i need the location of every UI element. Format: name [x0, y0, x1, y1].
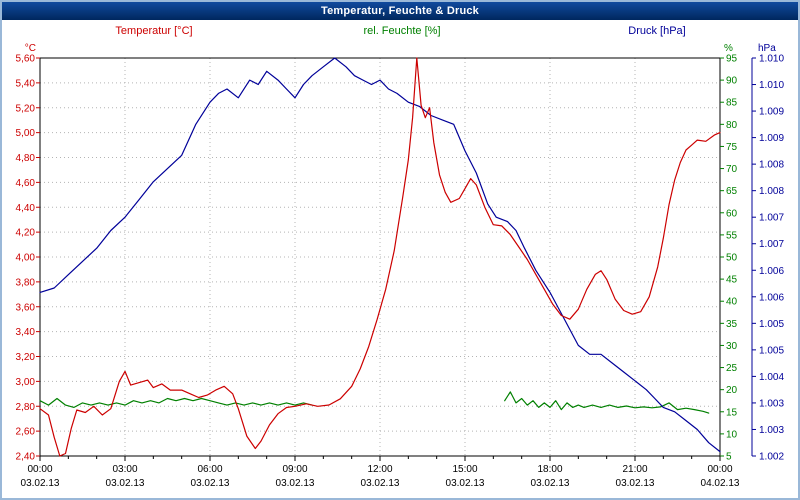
- x-tick-time: 18:00: [537, 464, 562, 475]
- svg-text:55: 55: [726, 230, 738, 241]
- svg-text:20: 20: [726, 385, 738, 396]
- svg-text:35: 35: [726, 319, 738, 330]
- humidity-line: [39, 391, 710, 414]
- svg-text:75: 75: [726, 142, 738, 153]
- svg-text:1.004: 1.004: [759, 372, 784, 383]
- svg-text:45: 45: [726, 275, 738, 286]
- svg-text:5,00: 5,00: [16, 128, 36, 139]
- svg-text:25: 25: [726, 363, 738, 374]
- temperature-line: [39, 57, 721, 457]
- x-tick-date: 03.02.13: [361, 478, 400, 489]
- svg-text:2,60: 2,60: [16, 427, 36, 438]
- temperature-axis: 5,60 5,40 5,20 5,00 4,80 4,60 4,40 4,20 4,00 3,80…: [16, 54, 40, 463]
- svg-text:3,20: 3,20: [16, 352, 36, 363]
- svg-text:5,20: 5,20: [16, 103, 36, 114]
- title-bar: Temperatur, Feuchte & Druck: [2, 2, 798, 20]
- x-tick-time: 15:00: [452, 464, 477, 475]
- svg-text:4,00: 4,00: [16, 253, 36, 264]
- x-tick-time: 09:00: [282, 464, 307, 475]
- legend-pressure: Druck [hPa]: [628, 25, 685, 37]
- svg-text:1.007: 1.007: [759, 213, 784, 224]
- svg-text:4,20: 4,20: [16, 228, 36, 239]
- svg-text:2,80: 2,80: [16, 402, 36, 413]
- svg-text:3,80: 3,80: [16, 277, 36, 288]
- svg-text:3,60: 3,60: [16, 302, 36, 313]
- x-tick-time: 00:00: [27, 464, 52, 475]
- svg-text:1.003: 1.003: [759, 425, 784, 436]
- legend: Temperatur [°C] rel. Feuchte [%] Druck [hP…: [25, 25, 776, 54]
- temperature-unit-label: °C: [25, 43, 36, 54]
- svg-text:40: 40: [726, 297, 738, 308]
- svg-text:3,00: 3,00: [16, 377, 36, 388]
- svg-text:1.002: 1.002: [759, 452, 784, 463]
- svg-text:65: 65: [726, 186, 738, 197]
- svg-text:95: 95: [726, 54, 738, 65]
- x-tick-time: 06:00: [197, 464, 222, 475]
- svg-text:1.005: 1.005: [759, 345, 784, 356]
- svg-text:30: 30: [726, 341, 738, 352]
- svg-text:5: 5: [726, 452, 732, 463]
- pressure-unit-label: hPa: [758, 43, 776, 54]
- svg-text:90: 90: [726, 76, 738, 87]
- x-tick-date: 03.02.13: [531, 478, 570, 489]
- svg-text:1.006: 1.006: [759, 292, 784, 303]
- svg-text:5,40: 5,40: [16, 78, 36, 89]
- svg-text:2,40: 2,40: [16, 452, 36, 463]
- svg-text:1.010: 1.010: [759, 54, 784, 65]
- x-tick-date: 03.02.13: [191, 478, 230, 489]
- svg-text:1.008: 1.008: [759, 160, 784, 171]
- svg-text:1.003: 1.003: [759, 398, 784, 409]
- svg-text:4,60: 4,60: [16, 178, 36, 189]
- svg-text:10: 10: [726, 429, 738, 440]
- svg-text:1.009: 1.009: [759, 107, 784, 118]
- chart-canvas: Temperatur [°C] rel. Feuchte [%] Druck [hP…: [16, 25, 785, 489]
- svg-text:85: 85: [726, 98, 738, 109]
- svg-text:4,80: 4,80: [16, 153, 36, 164]
- svg-text:70: 70: [726, 164, 738, 175]
- x-tick-date: 03.02.13: [21, 478, 60, 489]
- svg-text:1.008: 1.008: [759, 186, 784, 197]
- svg-text:50: 50: [726, 253, 738, 264]
- x-tick-date: 03.02.13: [446, 478, 485, 489]
- x-tick-time: 21:00: [622, 464, 647, 475]
- legend-humidity: rel. Feuchte [%]: [363, 25, 440, 37]
- x-tick-date: 03.02.13: [106, 478, 145, 489]
- svg-text:1.006: 1.006: [759, 266, 784, 277]
- svg-text:1.010: 1.010: [759, 80, 784, 91]
- svg-text:4,40: 4,40: [16, 203, 36, 214]
- svg-text:60: 60: [726, 208, 738, 219]
- grid: [40, 58, 720, 456]
- svg-text:5,60: 5,60: [16, 54, 36, 65]
- svg-text:80: 80: [726, 120, 738, 131]
- svg-text:15: 15: [726, 407, 738, 418]
- humidity-axis: 95 90 85 80 75 70 65 60 55 50 45 40 35 30 25 20 15 10 5: [720, 54, 738, 463]
- series: [39, 57, 721, 457]
- svg-text:3,40: 3,40: [16, 327, 36, 338]
- x-tick-time: 12:00: [367, 464, 392, 475]
- svg-text:1.007: 1.007: [759, 239, 784, 250]
- legend-temperature: Temperatur [°C]: [115, 25, 192, 37]
- svg-text:1.009: 1.009: [759, 133, 784, 144]
- x-tick-date: 03.02.13: [616, 478, 655, 489]
- window-title: Temperatur, Feuchte & Druck: [320, 5, 479, 17]
- x-tick-time: 00:00: [707, 464, 732, 475]
- svg-text:1.005: 1.005: [759, 319, 784, 330]
- x-tick-date: 04.02.13: [701, 478, 740, 489]
- pressure-axis: 1.010 1.010 1.009 1.009 1.008 1.008 1.007 1.007…: [751, 54, 784, 463]
- x-tick-date: 03.02.13: [276, 478, 315, 489]
- x-tick-time: 03:00: [112, 464, 137, 475]
- pressure-line: [39, 57, 721, 453]
- x-axis: 00:00 03.02.13 03:00 03.02.13 06:00 03.02.13 0…: [21, 456, 740, 489]
- humidity-unit-label: %: [724, 43, 733, 54]
